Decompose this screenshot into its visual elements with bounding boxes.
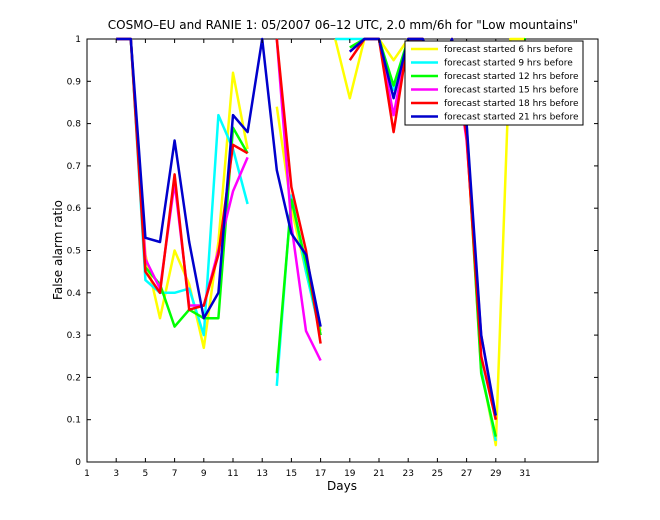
x-tick-label: 5 xyxy=(143,469,149,479)
legend-label: forecast started 18 hrs before xyxy=(444,99,579,109)
x-tick-label: 29 xyxy=(490,469,502,479)
series-layer xyxy=(116,37,526,447)
y-tick-label: 0 xyxy=(75,458,81,468)
series-line xyxy=(116,37,322,327)
series-line xyxy=(348,37,498,416)
x-tick-label: 7 xyxy=(172,469,178,479)
x-tick-label: 31 xyxy=(519,469,530,479)
y-tick-label: 0.6 xyxy=(67,204,82,214)
legend-label: forecast started 21 hrs before xyxy=(444,113,579,123)
y-axis-title: False alarm ratio xyxy=(51,200,65,300)
legend-label: forecast started 12 hrs before xyxy=(444,72,579,82)
y-tick-label: 0.2 xyxy=(67,373,81,383)
chart-title: COSMO–EU and RANIE 1: 05/2007 06–12 UTC,… xyxy=(108,18,578,32)
x-tick-label: 9 xyxy=(201,469,207,479)
y-tick-label: 0.9 xyxy=(67,77,82,87)
legend-label: forecast started 6 hrs before xyxy=(444,45,573,55)
x-tick-label: 1 xyxy=(84,469,90,479)
x-tick-label: 17 xyxy=(315,469,326,479)
series-line xyxy=(275,38,322,344)
legend-box xyxy=(404,40,584,126)
y-tick-label: 1 xyxy=(75,35,81,45)
legend-label: forecast started 15 hrs before xyxy=(444,86,579,96)
series-line xyxy=(275,38,322,362)
x-tick-label: 27 xyxy=(461,469,472,479)
x-ticks: 1 3 5 7 9 11 13 15 17 19 21 23 25 27 29 31 xyxy=(84,39,531,479)
y-tick-label: 0.5 xyxy=(67,247,81,257)
x-tick-label: 19 xyxy=(344,469,356,479)
y-tick-label: 0.4 xyxy=(67,289,82,299)
x-tick-label: 3 xyxy=(113,469,119,479)
x-tick-label: 11 xyxy=(227,469,238,479)
x-tick-label: 13 xyxy=(256,469,267,479)
x-tick-label: 21 xyxy=(373,469,384,479)
y-tick-label: 0.1 xyxy=(67,416,81,426)
x-tick-label: 15 xyxy=(286,469,297,479)
legend-label: forecast started 9 hrs before xyxy=(444,59,573,69)
x-axis-title: Days xyxy=(327,479,357,493)
y-ticks: 0 0.1 0.2 0.3 0.4 0.5 0.6 0.7 0.8 0.9 1 xyxy=(67,35,598,468)
x-tick-label: 25 xyxy=(432,469,443,479)
x-tick-label: 23 xyxy=(402,469,413,479)
y-tick-label: 0.8 xyxy=(67,120,82,130)
legend-entries: forecast started 6 hrs before forecast st… xyxy=(411,45,579,123)
y-tick-label: 0.7 xyxy=(67,162,81,172)
legend: forecast started 6 hrs before forecast st… xyxy=(404,40,584,126)
y-tick-label: 0.3 xyxy=(67,331,81,341)
